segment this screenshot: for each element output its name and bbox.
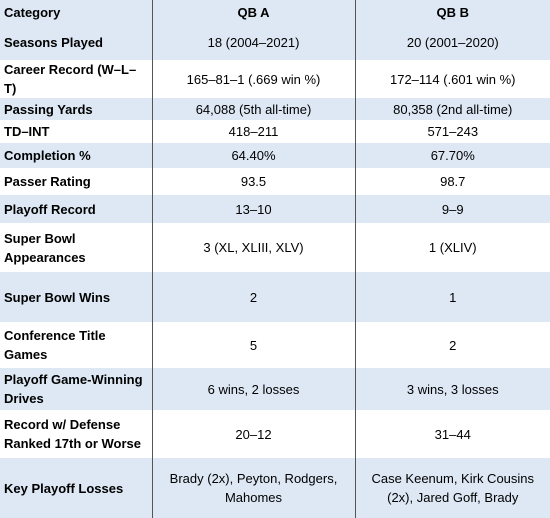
- table-row: Seasons Played 18 (2004–2021) 20 (2001–202…: [0, 24, 550, 60]
- header-cell: QB A: [151, 0, 355, 24]
- table-row: Playoff Record 13–10 9–9: [0, 195, 550, 223]
- row-label: Seasons Played: [4, 34, 103, 50]
- table-row: Completion % 64.40% 67.70%: [0, 143, 550, 168]
- row-label: Passer Rating: [4, 174, 91, 189]
- cell: 418–211: [151, 120, 355, 143]
- cell: 1: [354, 272, 550, 322]
- row-label: Record w/ Defense Ranked 17th or Worse: [4, 417, 142, 451]
- cell: Case Keenum, Kirk Cousins (2x), Jared Go…: [354, 458, 550, 518]
- row-label: Super Bowl Appearances: [4, 230, 86, 265]
- cell: 1 (XLIV): [354, 223, 550, 272]
- row-label: Completion %: [4, 148, 91, 163]
- row-label: TD–INT: [4, 124, 50, 139]
- table-row: Passer Rating 93.5 98.7: [0, 168, 550, 195]
- row-label: Playoff Record: [4, 201, 96, 217]
- table-row: Career Record (W–L–T) 165–81–1 (.669 win …: [0, 60, 550, 98]
- header-row: Category QB A QB B: [0, 0, 550, 24]
- cell: 165–81–1 (.669 win %): [151, 60, 355, 98]
- row-label: Key Playoff Losses: [4, 480, 124, 496]
- cell: 20–12: [151, 410, 355, 458]
- cell: Brady (2x), Peyton, Rodgers, Mahomes: [151, 458, 355, 518]
- row-label: Conference Title Games: [4, 328, 106, 362]
- cell: 31–44: [354, 410, 550, 458]
- row-label: Super Bowl Wins: [4, 289, 111, 305]
- cell: 5: [151, 322, 355, 368]
- table-row: Conference Title Games 5 2: [0, 322, 550, 368]
- cell: 9–9: [354, 195, 550, 223]
- cell: 80,358 (2nd all-time): [354, 98, 550, 120]
- table-row: Record w/ Defense Ranked 17th or Worse 20…: [0, 410, 550, 458]
- table-row: TD–INT 418–211 571–243: [0, 120, 550, 143]
- table-row: Super Bowl Wins 2 1: [0, 272, 550, 322]
- cell: 20 (2001–2020): [354, 24, 550, 60]
- cell: 98.7: [354, 168, 550, 195]
- row-label: Career Record (W–L–T): [4, 62, 137, 96]
- cell: 67.70%: [354, 143, 550, 168]
- cell: 3 wins, 3 losses: [354, 368, 550, 410]
- cell: 93.5: [151, 168, 355, 195]
- table-row: Super Bowl Appearances 3 (XL, XLIII, XLV)…: [0, 223, 550, 272]
- cell: 2: [354, 322, 550, 368]
- cell: 64.40%: [151, 143, 355, 168]
- table-row: Passing Yards 64,088 (5th all-time) 80,358…: [0, 98, 550, 120]
- cell: 13–10: [151, 195, 355, 223]
- cell: 2: [151, 272, 355, 322]
- cell: 571–243: [354, 120, 550, 143]
- cell: 18 (2004–2021): [151, 24, 355, 60]
- cell: 64,088 (5th all-time): [151, 98, 355, 120]
- table-row: Key Playoff Losses Brady (2x), Peyton, Ro…: [0, 458, 550, 518]
- row-label: Playoff Game-Winning Drives: [4, 372, 143, 406]
- cell: 172–114 (.601 win %): [354, 60, 550, 98]
- cell: 3 (XL, XLIII, XLV): [151, 223, 355, 272]
- cell: 6 wins, 2 losses: [151, 368, 355, 410]
- row-label: Passing Yards: [4, 101, 93, 117]
- header-cell: QB B: [354, 0, 550, 24]
- header-cell: Category: [4, 4, 61, 20]
- table-row: Playoff Game-Winning Drives 6 wins, 2 los…: [0, 368, 550, 410]
